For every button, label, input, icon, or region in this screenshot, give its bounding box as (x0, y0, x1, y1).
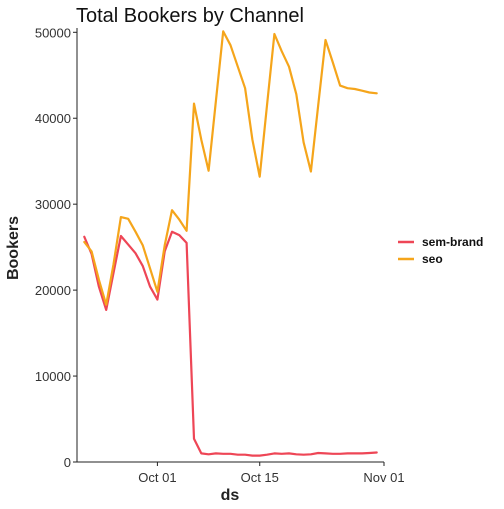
y-tick-label: 0 (64, 455, 71, 470)
series-line-sem-brand (83, 230, 378, 457)
legend-label-sem-brand: sem-brand (422, 235, 483, 249)
x-tick-label: Nov 01 (363, 470, 404, 485)
x-tick-label: Oct 15 (241, 470, 279, 485)
plot-area: 0 10000 20000 30000 40000 50000 Oct 01 Oct 15 No… (35, 25, 405, 485)
x-axis-title: ds (221, 487, 240, 504)
legend: sem-brand seo (398, 235, 483, 266)
y-tick-label: 20000 (35, 283, 71, 298)
y-tick-label: 40000 (35, 111, 71, 126)
legend-label-seo: seo (422, 252, 443, 266)
y-tick-label: 50000 (35, 25, 71, 40)
x-tick-label: Oct 01 (138, 470, 176, 485)
series-line-seo (83, 30, 378, 306)
y-tick-label: 30000 (35, 197, 71, 212)
chart-title: Total Bookers by Channel (76, 5, 304, 27)
y-tick-label: 10000 (35, 369, 71, 384)
y-axis-title: Bookers (5, 216, 22, 280)
